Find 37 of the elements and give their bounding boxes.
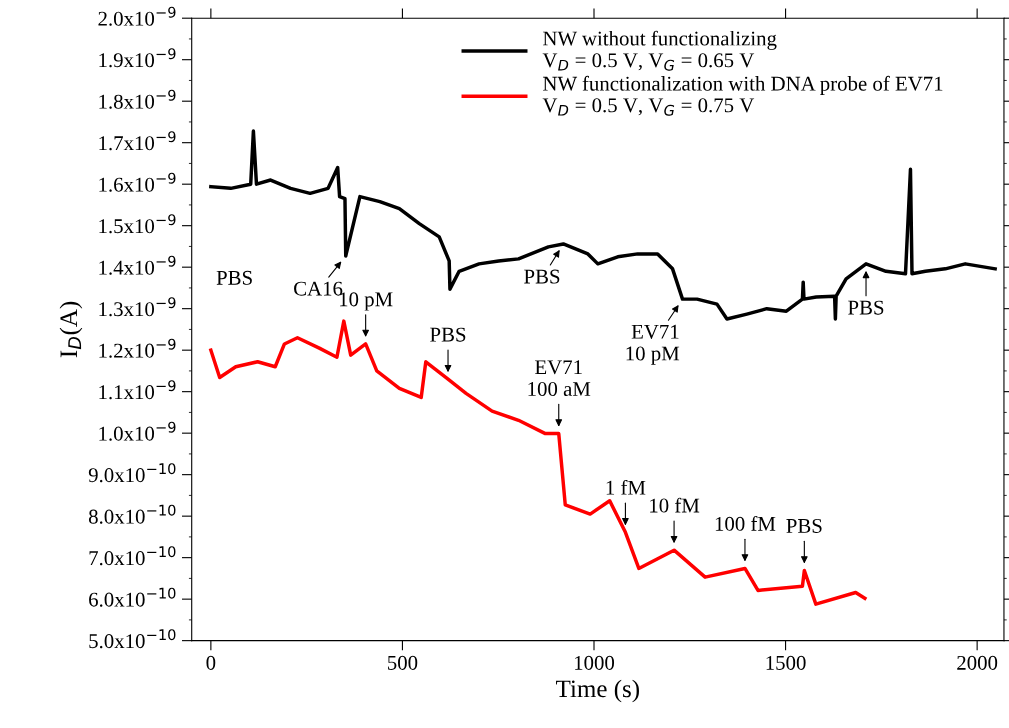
annotation: PBS <box>848 300 884 315</box>
annotation: PBS <box>786 518 822 533</box>
y-tick-label: 1.8x10$^{−9}$ <box>99 89 176 109</box>
y-tick-label: 6.0x10$^{−10}$ <box>89 587 176 607</box>
legend-label: NW functionalization with DNA probe of EV71 V$_{D}$ = 0.5 V, V$_{G}$ = 0.75 V <box>542 75 943 116</box>
line-series <box>209 319 867 606</box>
annotation: PBS <box>524 269 560 284</box>
y-tick-label: 5.0x10$^{−10}$ <box>89 629 176 649</box>
annotation: 1 fM <box>606 479 646 495</box>
y-tick-label: 1.9x10$^{−9}$ <box>99 48 176 68</box>
annotation: EV71 100 aM <box>528 360 591 397</box>
y-tick-label: 8.0x10$^{−10}$ <box>88 504 176 524</box>
y-tick-label: 1.6x10$^{−9}$ <box>99 172 176 192</box>
y-tick-label: 1.5x10$^{−9}$ <box>99 214 176 234</box>
y-tick-label: 1.2x10$^{−9}$ <box>99 338 176 358</box>
annotation: EV71 10 pM <box>626 324 680 365</box>
x-tick-label: 1000 <box>575 655 615 670</box>
annotation: PBS <box>430 327 466 342</box>
y-tick-label: 2.0x10$^{−9}$ <box>98 6 176 26</box>
y-axis-title: I$_{D}$(A) <box>59 301 83 358</box>
y-tick-label: 1.4x10$^{−9}$ <box>99 255 176 275</box>
annotation: 100 fM <box>715 516 776 531</box>
y-tick-label: 1.1x10$^{−9}$ <box>99 380 176 400</box>
x-tick-label: 2000 <box>957 655 998 670</box>
x-tick-label: 1500 <box>766 655 806 670</box>
y-tick-label: 7.0x10$^{−10}$ <box>89 546 176 566</box>
annotation: 10 fM <box>650 497 700 513</box>
y-tick-label: 1.7x10$^{−9}$ <box>99 131 176 151</box>
y-tick-label: 1.0x10$^{−9}$ <box>99 421 176 441</box>
x-tick-label: 500 <box>388 655 418 670</box>
legend-label: NW without functionalizing V$_{D}$ = 0.5 V, V$_{G}$ = 0.65 V <box>542 30 777 71</box>
x-tick-label: 0 <box>206 655 216 670</box>
line-series <box>209 129 997 321</box>
y-tick-label: 1.3x10$^{−9}$ <box>99 297 176 317</box>
x-axis-title: Time (s) <box>556 679 639 703</box>
annotation: PBS <box>216 270 252 285</box>
y-tick-label: 9.0x10$^{−10}$ <box>88 463 176 483</box>
